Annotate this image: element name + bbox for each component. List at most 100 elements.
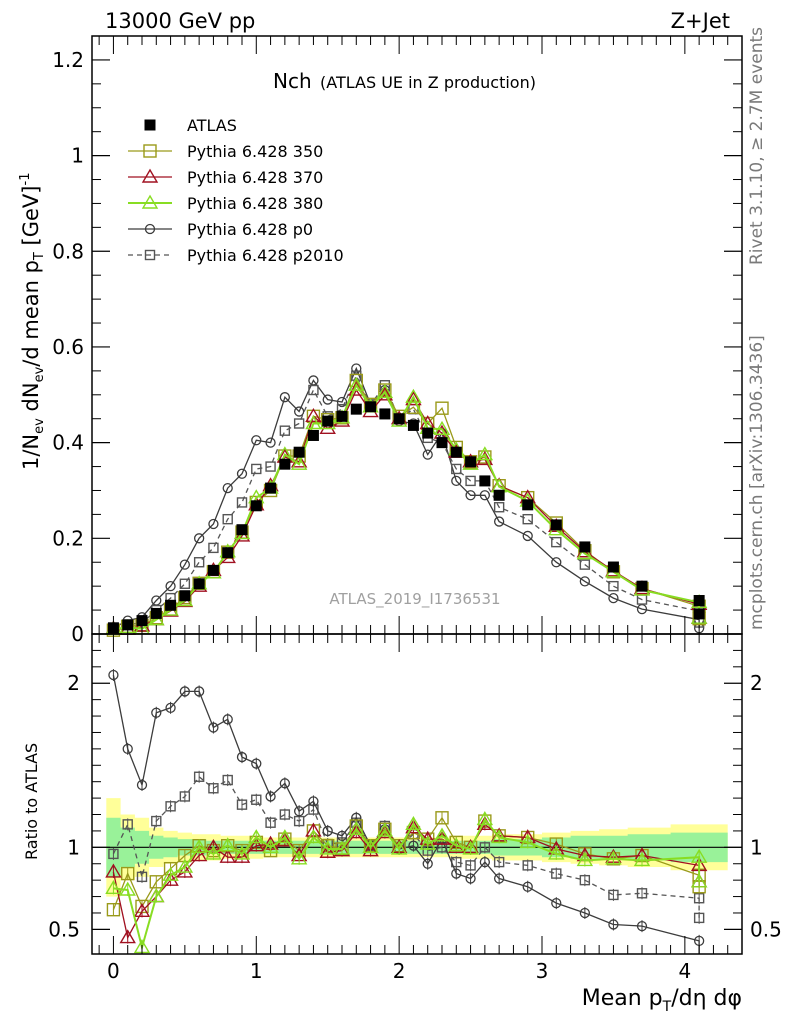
atlas-data-point <box>693 608 705 620</box>
legend-label-pythia-6-428-p0: Pythia 6.428 p0 <box>187 220 313 239</box>
main-point-pythia-6-428-p2010 <box>208 542 219 554</box>
main-y-tick-label: 1.2 <box>52 48 84 72</box>
legend-label-pythia-6-428-380: Pythia 6.428 380 <box>187 194 323 213</box>
atlas-data-point <box>265 482 277 494</box>
legend-label-pythia-6-428-370: Pythia 6.428 370 <box>187 168 323 187</box>
main-point-pythia-6-428-p2010 <box>493 502 505 513</box>
ratio-point-pythia-6-428-p2010 <box>293 815 305 827</box>
atlas-data-point <box>150 607 162 619</box>
main-point-pythia-6-428-p0 <box>465 490 476 501</box>
main-plot-title: Nch <box>273 69 312 93</box>
ratio-point-pythia-6-428-p0 <box>322 825 333 837</box>
legend-marker-atlas <box>144 119 156 131</box>
atlas-data-point <box>250 500 262 512</box>
main-point-pythia-6-428-p0 <box>251 435 262 446</box>
ratio-point-pythia-6-428-380 <box>333 840 351 855</box>
main-point-pythia-6-428-p2010 <box>465 475 476 487</box>
main-point-pythia-6-428-p0 <box>265 437 276 448</box>
main-point-pythia-6-428-p2010 <box>308 384 319 396</box>
ratio-point-pythia-6-428-370 <box>219 848 236 863</box>
atlas-data-point <box>350 403 362 415</box>
atlas-data-point <box>422 427 434 439</box>
ratio-point-pythia-6-428-p2010 <box>479 842 491 853</box>
main-point-pythia-6-428-380 <box>576 545 594 560</box>
main-point-pythia-6-428-p0 <box>451 475 462 487</box>
ratio-point-pythia-6-428-p0 <box>636 920 648 932</box>
ratio-point-pythia-6-428-380 <box>376 822 394 837</box>
ratio-point-pythia-6-428-350 <box>121 866 135 881</box>
main-point-pythia-6-428-p2010 <box>251 463 262 475</box>
main-plot-subtitle: (ATLAS UE in Z production) <box>320 73 536 92</box>
atlas-data-point <box>407 419 419 431</box>
main-point-pythia-6-428-p0 <box>293 406 305 417</box>
atlas-data-point <box>336 410 348 422</box>
ratio-point-pythia-6-428-p2010 <box>136 871 148 883</box>
ratio-point-pythia-6-428-380 <box>690 848 708 863</box>
ratio-point-pythia-6-428-380 <box>448 837 465 852</box>
ratio-point-pythia-6-428-p0 <box>579 907 591 919</box>
legend-label-pythia-6-428-350: Pythia 6.428 350 <box>187 142 323 161</box>
ratio-point-pythia-6-428-380 <box>176 858 194 873</box>
ratio-point-pythia-6-428-p2010 <box>193 771 205 782</box>
atlas-data-point <box>193 578 205 590</box>
atlas-data-point <box>236 524 248 536</box>
main-point-pythia-6-428-p2010 <box>551 536 562 548</box>
ratio-y-tick-label: 2 <box>67 671 80 695</box>
atlas-data-point <box>136 615 148 627</box>
legend-marker-pythia-6-428-380 <box>141 194 159 209</box>
main-point-pythia-6-428-p2010 <box>522 513 533 525</box>
main-point-pythia-6-428-p0 <box>493 516 505 527</box>
main-point-pythia-6-428-370 <box>405 391 422 406</box>
ratio-y-tick-label-right: 0.5 <box>750 917 782 941</box>
ratio-point-pythia-6-428-p0 <box>208 722 219 733</box>
ratio-point-pythia-6-428-p0 <box>479 856 491 868</box>
analysis-id-label: ATLAS_2019_I1736531 <box>329 590 500 609</box>
ratio-y-tick-label-right: 1 <box>750 835 763 859</box>
main-point-pythia-6-428-370 <box>319 419 336 434</box>
legend: ATLAS Pythia 6.428 350 Pythia 6.428 370 Pyt… <box>128 116 344 265</box>
ratio-point-pythia-6-428-350 <box>106 902 121 917</box>
ratio-point-pythia-6-428-380 <box>219 837 236 852</box>
ratio-point-pythia-6-428-p2010 <box>551 868 562 879</box>
ratio-point-pythia-6-428-380 <box>548 845 565 860</box>
ratio-point-pythia-6-428-380 <box>362 838 379 854</box>
main-point-pythia-6-428-p2010 <box>451 463 462 475</box>
ratio-point-pythia-6-428-380 <box>690 873 708 888</box>
x-tick-label: 4 <box>678 959 691 983</box>
atlas-data-point <box>165 599 177 611</box>
header-right-title: Z+Jet <box>671 9 730 33</box>
atlas-data-point <box>479 475 491 487</box>
ratio-point-pythia-6-428-380 <box>405 815 422 831</box>
main-point-pythia-6-428-p2010 <box>222 513 233 525</box>
ratio-point-pythia-6-428-p0 <box>551 897 562 909</box>
ratio-point-pythia-6-428-p0 <box>251 758 262 769</box>
atlas-data-point <box>522 499 534 511</box>
main-point-pythia-6-428-p2010 <box>579 559 591 570</box>
ratio-point-pythia-6-428-380 <box>105 879 122 895</box>
atlas-data-point <box>550 519 562 531</box>
ratio-point-pythia-6-428-p2010 <box>579 874 591 886</box>
legend-marker-pythia-6-428-p2010 <box>144 249 156 261</box>
ratio-point-pythia-6-428-p2010 <box>522 860 533 871</box>
ratio-point-pythia-6-428-350 <box>435 811 449 825</box>
mcplots-label: mcplots.cern.ch [arXiv:1306.3436] <box>747 335 767 630</box>
atlas-data-point <box>179 590 191 602</box>
ratio-point-pythia-6-428-380 <box>190 838 208 854</box>
x-tick-label: 0 <box>107 959 120 983</box>
ratio-point-pythia-6-428-380 <box>205 845 222 860</box>
atlas-data-point <box>636 580 648 592</box>
main-y-tick-label: 0.2 <box>52 526 84 550</box>
ratio-point-pythia-6-428-p0 <box>493 873 505 884</box>
ratio-point-pythia-6-428-380 <box>433 827 451 842</box>
ratio-point-pythia-6-428-370 <box>248 837 265 852</box>
ratio-point-pythia-6-428-p0 <box>151 707 162 718</box>
main-point-pythia-6-428-380 <box>348 376 365 391</box>
ratio-point-pythia-6-428-p0 <box>465 873 476 884</box>
ratio-panel: 0 1 2 3 4 0.5 0.5 1 1 2 2 Ratio to ATLAS <box>22 633 782 983</box>
atlas-data-point <box>279 458 291 470</box>
ratio-point-pythia-6-428-380 <box>348 820 365 835</box>
ratio-y-tick-label-right: 2 <box>750 671 763 695</box>
ratio-point-pythia-6-428-p0 <box>265 791 276 802</box>
atlas-data-point <box>436 437 448 449</box>
main-point-pythia-6-428-p0 <box>422 449 433 460</box>
